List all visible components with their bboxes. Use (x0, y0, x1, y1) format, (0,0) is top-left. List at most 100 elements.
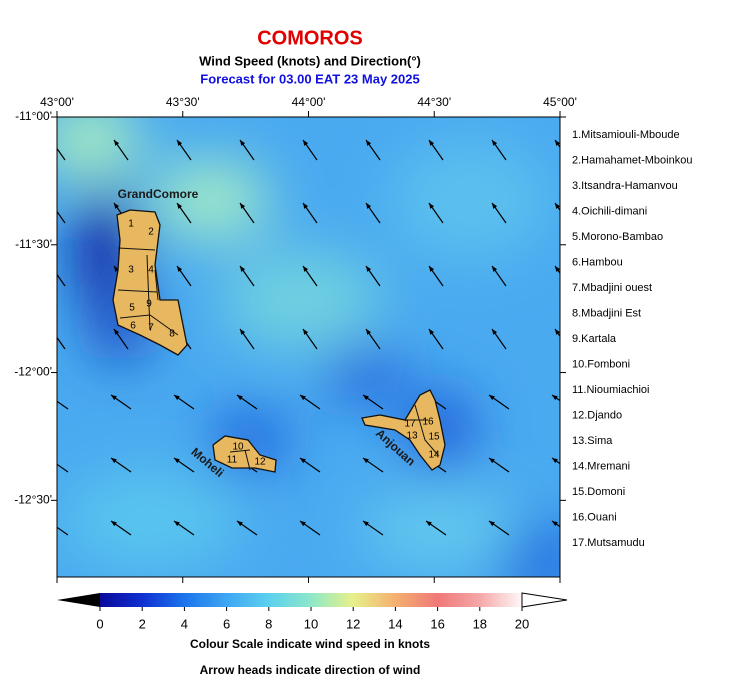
arrow-head (366, 329, 372, 335)
region-number: 1 (128, 219, 134, 230)
arrow-head (240, 203, 246, 209)
arrow-head (363, 458, 369, 464)
arrow-head (240, 266, 246, 272)
grande-comore (112, 209, 188, 356)
arrow-head (174, 521, 180, 527)
arrow-head (366, 140, 372, 146)
arrow-head (303, 203, 309, 209)
arrow-head (177, 140, 183, 146)
subtitle: Wind Speed (knots) and Direction(°) (199, 53, 421, 68)
legend-entry: 6.Hambou (572, 256, 623, 268)
arrow-head (48, 395, 54, 400)
arrow-head (48, 458, 54, 463)
region-number: 2 (148, 227, 154, 238)
legend-entry: 12.Djando (572, 409, 622, 421)
legend-entry: 9.Kartala (572, 333, 617, 345)
colorbar-tick-label: 14 (388, 616, 402, 631)
region-number: 13 (406, 431, 418, 442)
wind-arrow (57, 463, 69, 473)
arrow-head (240, 329, 246, 335)
arrow-head (114, 329, 120, 335)
arrow-head (555, 140, 560, 146)
arrow-head (492, 266, 498, 272)
arrow-head (555, 266, 560, 272)
arrow-head (429, 329, 435, 335)
region-number: 3 (128, 265, 134, 276)
colorbar-tick-label: 16 (430, 616, 444, 631)
arrow-head (174, 458, 180, 464)
region-number: 14 (428, 450, 440, 461)
region-borders (117, 247, 439, 471)
lat-tick-label: -11°30' (15, 237, 52, 251)
legend-entry: 16.Ouani (572, 511, 617, 523)
legend-entry: 17.Mutsamudu (572, 537, 645, 549)
arrow-head (492, 203, 498, 209)
islands (112, 209, 446, 473)
arrow-head (363, 395, 369, 401)
title: COMOROS (257, 27, 363, 49)
region-number: 6 (130, 321, 136, 332)
arrow-head (366, 266, 372, 272)
region-number: 8 (169, 329, 175, 340)
legend-entry: 13.Sima (572, 435, 613, 447)
region-number: 4 (148, 265, 154, 276)
lon-tick-label: 45°00' (543, 95, 577, 109)
moheli (212, 435, 277, 473)
legend-entry: 15.Domoni (572, 486, 625, 498)
arrow-head (303, 329, 309, 335)
arrow-head (237, 521, 243, 527)
region-number: 10 (232, 442, 244, 453)
arrow-head (51, 140, 56, 146)
arrow-head (489, 458, 495, 464)
arrow-head (240, 140, 246, 146)
colorbar-tick-label: 12 (346, 616, 360, 631)
arrow-head (111, 458, 117, 464)
lat-tick-label: -11°00' (15, 109, 52, 123)
arrow-head (552, 395, 558, 401)
arrow-head (114, 140, 120, 146)
arrow-head (555, 203, 560, 209)
arrow-head (489, 395, 495, 401)
arrow-head (48, 521, 54, 526)
wind-arrow (57, 336, 66, 350)
colorbar-over (521, 592, 568, 608)
region-number: 17 (404, 419, 416, 430)
legend-entry: 3.Itsandra-Hamanvou (572, 180, 678, 192)
arrow-head (51, 203, 56, 209)
wind-arrow (57, 210, 66, 224)
arrow-head (237, 395, 243, 401)
colorbar-tick-label: 0 (96, 616, 103, 631)
arrow-head (552, 458, 558, 464)
arrow-head (111, 521, 117, 527)
legend-entry: 7.Mbadjini ouest (572, 282, 652, 294)
lon-tick-label: 43°30' (166, 95, 200, 109)
region-number: 12 (254, 457, 266, 468)
island-name: GrandComore (118, 187, 199, 201)
region-number: 11 (227, 455, 238, 466)
caption: Arrow heads indicate direction of wind (200, 663, 421, 677)
region-number: 5 (129, 303, 135, 314)
legend-entry: 1.Mitsamiouli-Mboude (572, 129, 680, 141)
arrow-head (555, 329, 560, 335)
legend-entry: 11.Nioumiachioi (572, 384, 649, 396)
arrow-head (492, 329, 498, 335)
arrow-head (429, 140, 435, 146)
arrow-head (300, 395, 306, 401)
lon-tick-label: 43°00' (40, 95, 74, 109)
arrow-head (111, 395, 117, 401)
legend-entry: 4.Oichili-dimani (572, 205, 647, 217)
arrow-head (114, 203, 120, 209)
arrow-head (114, 266, 120, 272)
legend-entry: 14.Mremani (572, 460, 630, 472)
arrow-head (426, 521, 432, 527)
colorbar-tick-label: 20 (515, 616, 529, 631)
region-number: 7 (148, 323, 154, 334)
colorbar (100, 593, 522, 607)
anjouan (361, 389, 446, 471)
colorbar-tick-label: 8 (265, 616, 272, 631)
colorbar-tick-label: 18 (473, 616, 487, 631)
lon-tick-label: 44°30' (417, 95, 451, 109)
legend-entry: 2.Hamahamet-Mboinkou (572, 154, 692, 166)
colorbar-tick-label: 2 (139, 616, 146, 631)
